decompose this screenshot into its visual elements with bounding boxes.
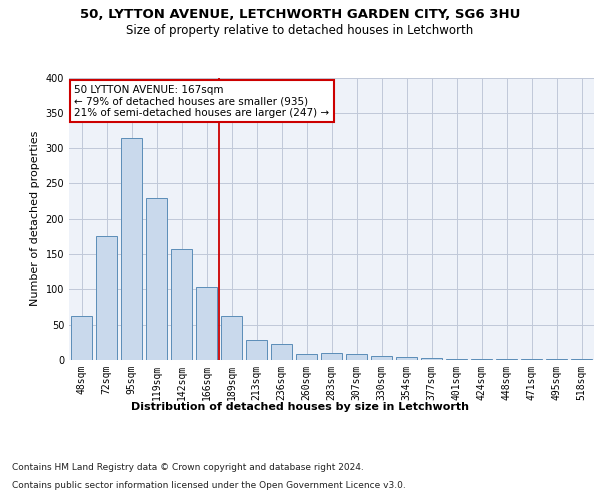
Bar (396, 357, 417, 360)
Y-axis label: Number of detached properties: Number of detached properties (30, 131, 40, 306)
Bar (446, 358, 467, 360)
Bar (221, 316, 242, 360)
Text: 50, LYTTON AVENUE, LETCHWORTH GARDEN CITY, SG6 3HU: 50, LYTTON AVENUE, LETCHWORTH GARDEN CIT… (80, 8, 520, 20)
Bar (196, 288, 217, 360)
Bar (271, 344, 292, 360)
Bar (371, 356, 392, 360)
Text: Contains public sector information licensed under the Open Government Licence v3: Contains public sector information licen… (12, 481, 406, 490)
Bar (421, 358, 442, 360)
Bar (71, 316, 92, 360)
Bar (96, 236, 117, 360)
Bar (296, 354, 317, 360)
Text: 50 LYTTON AVENUE: 167sqm
← 79% of detached houses are smaller (935)
21% of semi-: 50 LYTTON AVENUE: 167sqm ← 79% of detach… (74, 84, 329, 118)
Text: Size of property relative to detached houses in Letchworth: Size of property relative to detached ho… (127, 24, 473, 37)
Bar (171, 249, 192, 360)
Bar (471, 358, 492, 360)
Text: Contains HM Land Registry data © Crown copyright and database right 2024.: Contains HM Land Registry data © Crown c… (12, 462, 364, 471)
Bar (321, 353, 342, 360)
Text: Distribution of detached houses by size in Letchworth: Distribution of detached houses by size … (131, 402, 469, 412)
Bar (246, 340, 267, 360)
Bar (146, 198, 167, 360)
Bar (346, 354, 367, 360)
Bar (121, 138, 142, 360)
